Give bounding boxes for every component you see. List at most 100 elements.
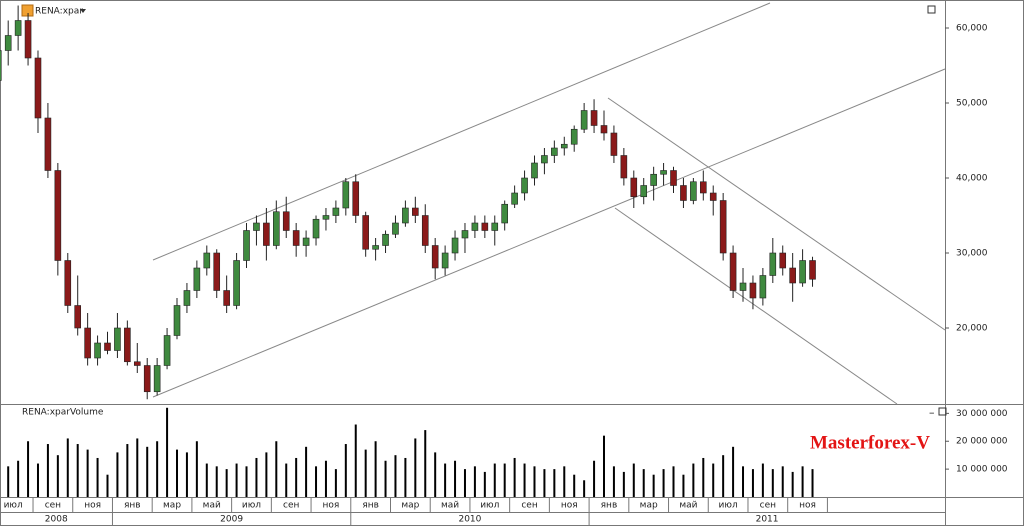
volume-bar: [265, 452, 268, 497]
y-tick-label: 40,000: [956, 173, 988, 183]
y2-tick-label: 10 000 000: [956, 465, 1008, 475]
y-tick-label: 20,000: [956, 323, 988, 333]
volume-bar: [781, 466, 784, 497]
maximize-button[interactable]: [927, 5, 936, 14]
x-tick-label: мар: [163, 501, 181, 511]
volume-bar: [315, 466, 318, 497]
volume-bar: [17, 460, 20, 497]
x-tick-label: май: [203, 501, 221, 511]
candle-body: [640, 185, 648, 198]
candle-body: [24, 20, 32, 59]
volume-bar: [632, 463, 635, 497]
candle-body: [799, 260, 806, 284]
volume-bar: [136, 438, 139, 497]
candle-body: [163, 335, 171, 366]
candle-body: [382, 233, 389, 246]
volume-bar: [692, 463, 695, 497]
y2-tick-label: 20 000 000: [956, 437, 1008, 447]
volume-bar: [116, 452, 119, 497]
candle-body: [64, 260, 72, 306]
candle-body: [253, 222, 260, 231]
volume-bar: [682, 474, 685, 497]
volume-bar: [642, 469, 645, 497]
watermark: Masterforex-V: [810, 432, 930, 453]
candle-body: [14, 20, 22, 36]
year-label: 2009: [220, 515, 243, 525]
symbol-title[interactable]: RENA:xpar: [35, 7, 83, 17]
volume-bar: [513, 457, 516, 497]
x-tick-label: май: [441, 501, 459, 511]
x-tick-label: янв: [124, 501, 141, 511]
volume-bar: [801, 466, 804, 497]
x-tick-label: янв: [362, 501, 379, 511]
y2-tick-label: 30 000 000: [956, 409, 1008, 419]
candle-body: [292, 230, 300, 246]
volume-bar: [344, 444, 347, 497]
x-tick-label: мар: [401, 501, 419, 511]
candle-body: [461, 230, 469, 239]
minimize-button[interactable]: –: [929, 406, 935, 419]
candle-body: [322, 215, 330, 220]
candle-body: [809, 260, 816, 280]
volume-bar: [106, 474, 109, 497]
volume-bar: [195, 441, 198, 497]
volume-bar: [146, 446, 149, 497]
volume-bar: [463, 469, 466, 497]
symbol-icon[interactable]: [21, 4, 34, 17]
candle-body: [511, 192, 518, 205]
candle-body: [114, 327, 121, 351]
candle-body: [94, 342, 101, 359]
candle-body: [501, 203, 508, 224]
volume-bar: [225, 469, 228, 497]
candle-body: [739, 282, 747, 291]
y-tick-label: 60,000: [956, 23, 988, 33]
volume-bar: [602, 435, 605, 497]
volume-bar: [394, 455, 397, 497]
volume-bar: [245, 466, 248, 497]
candle-body: [392, 222, 399, 235]
volume-bar: [424, 430, 427, 497]
volume-bar: [295, 457, 298, 497]
y-tick-label: 30,000: [956, 248, 988, 258]
candle-body: [451, 237, 459, 254]
candle-body: [441, 252, 449, 269]
volume-bar: [235, 463, 238, 497]
volume-bar: [672, 466, 675, 497]
volume-bar: [285, 463, 288, 497]
x-tick-label: сен: [45, 501, 61, 511]
volume-bar: [434, 452, 437, 497]
x-tick-label: ноя: [799, 501, 816, 511]
candle-body: [263, 222, 270, 246]
candle-body: [699, 181, 707, 194]
candle-body: [709, 192, 717, 201]
volume-bar: [205, 463, 208, 497]
candle-body: [372, 245, 379, 250]
maximize-button[interactable]: [938, 407, 947, 416]
candle-body: [44, 117, 52, 171]
volume-bar: [503, 463, 506, 497]
candle-body: [719, 200, 727, 254]
volume-bar: [185, 452, 188, 497]
volume-bar: [275, 441, 278, 497]
volume-bar: [86, 449, 89, 497]
x-tick-label: сен: [521, 501, 537, 511]
candle-body: [243, 230, 250, 261]
volume-bar: [473, 466, 476, 497]
volume-bar: [652, 474, 655, 497]
volume-bar: [7, 466, 10, 497]
candle-body: [312, 218, 320, 239]
volume-bar: [543, 469, 546, 497]
dropdown-arrow[interactable]: [80, 9, 86, 13]
volume-bar: [732, 446, 735, 497]
candle-body: [481, 222, 489, 231]
year-label: 2008: [45, 515, 68, 525]
x-tick-label: ноя: [323, 501, 340, 511]
volume-bar: [364, 449, 367, 497]
volume-bar: [76, 444, 79, 497]
x-tick-label: ноя: [84, 501, 101, 511]
candle-body: [690, 181, 697, 201]
volume-bar: [454, 460, 457, 497]
candle-body: [74, 305, 82, 329]
candle-body: [4, 35, 12, 51]
